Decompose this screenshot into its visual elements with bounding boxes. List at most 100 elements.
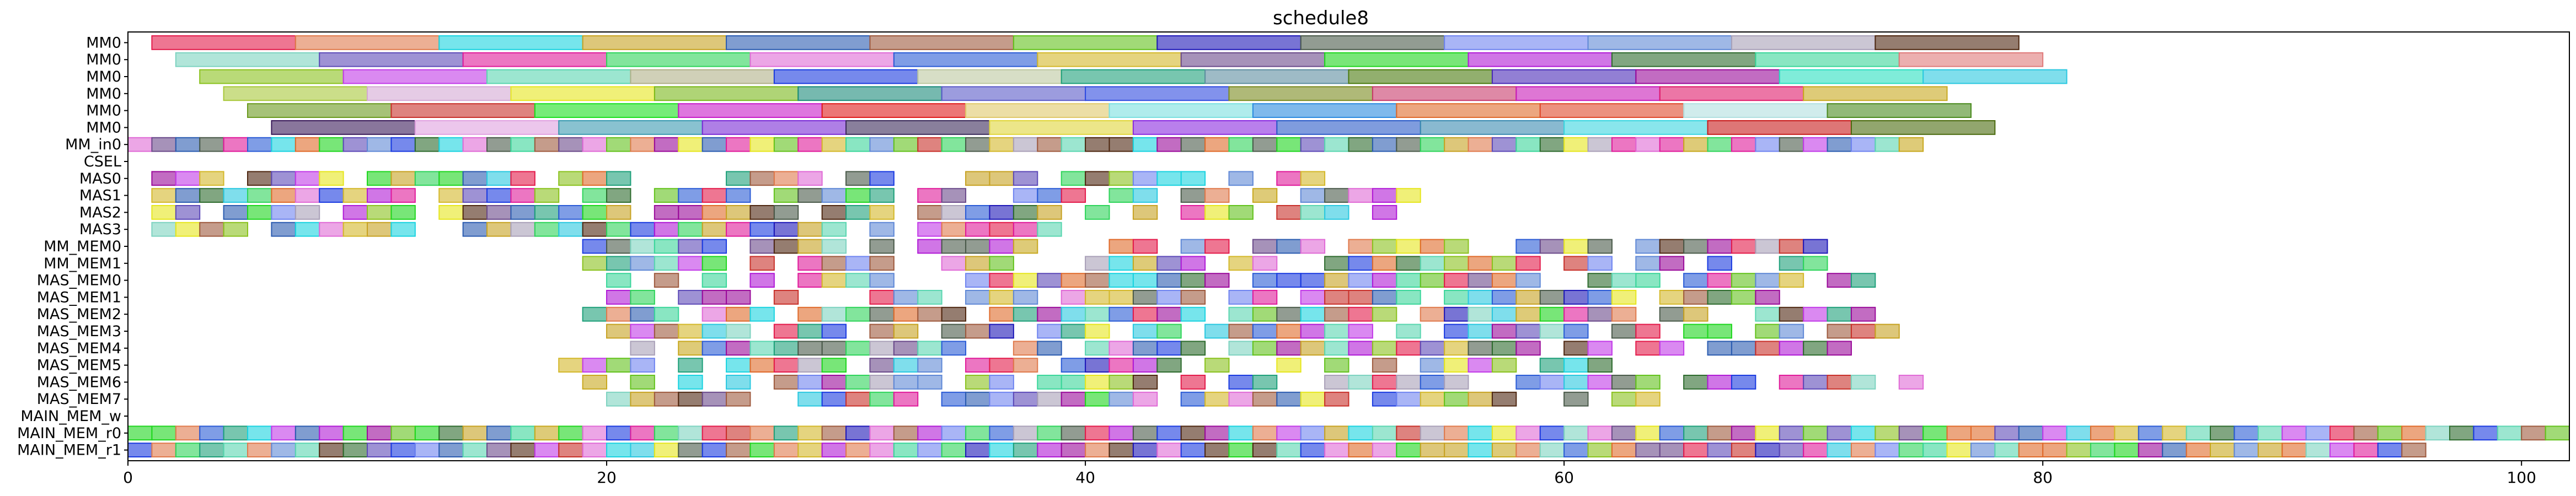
schedule-bar [1515,273,1541,288]
schedule-bar [1755,443,1780,458]
schedule-bar [749,341,775,356]
schedule-bar [1779,375,1804,390]
schedule-bar [773,239,799,254]
schedule-bar [797,188,823,203]
schedule-bar [678,137,703,152]
schedule-bar [726,290,751,305]
schedule-bar [1515,239,1541,254]
schedule-bar [199,137,224,152]
schedule-bar [1875,443,1900,458]
schedule-bar [917,290,942,305]
schedule-bar [127,443,153,458]
schedule-bar [1132,256,1158,271]
schedule-bar [558,137,583,152]
schedule-bar [582,222,608,237]
schedule-bar [1348,306,1373,322]
schedule-bar [1803,86,1948,101]
schedule-bar [2282,425,2307,441]
schedule-bar [1755,239,1780,254]
schedule-bar [1444,324,1469,339]
schedule-bar [1132,391,1158,407]
schedule-bar [1108,256,1134,271]
schedule-bar [1180,239,1206,254]
schedule-bar [1156,358,1182,373]
schedule-bar [606,205,631,220]
schedule-bar [1348,290,1373,305]
schedule-bar [1707,443,1732,458]
schedule-bar [821,425,847,441]
schedule-bar [294,35,440,50]
schedule-bar [606,137,631,152]
schedule-bar [2377,425,2403,441]
schedule-bar [1085,137,1110,152]
schedule-bar [2545,425,2570,441]
schedule-bar [678,188,703,203]
schedule-bar [151,443,176,458]
schedule-bar [965,324,990,339]
schedule-bar [1491,137,1517,152]
schedule-bar [1779,273,1804,288]
schedule-bar [2138,443,2163,458]
schedule-bar [1803,306,1828,322]
schedule-bar [1468,137,1493,152]
schedule-bar [606,425,631,441]
row-label: MAS_MEM2 [37,306,121,323]
schedule-bar [414,120,560,135]
schedule-bar [1420,273,1445,288]
schedule-bar [678,239,703,254]
schedule-bar [1491,425,1517,441]
schedule-bar [1180,443,1206,458]
schedule-bar [2138,425,2163,441]
schedule-bar [1085,391,1110,407]
schedule-bar [1324,137,1349,152]
schedule-bar [630,239,655,254]
x-tick-label: 40 [1075,468,1095,487]
schedule-bar [414,443,440,458]
schedule-bar [965,425,990,441]
schedule-bar [1396,290,1421,305]
schedule-bar [390,103,535,118]
schedule-bar [1827,425,1852,441]
schedule-bar [367,137,392,152]
schedule-bar [701,425,727,441]
schedule-bar [534,425,560,441]
schedule-bar [749,239,775,254]
schedule-bar [582,171,608,186]
schedule-bar [1180,52,1326,67]
schedule-bar [1420,239,1445,254]
schedule-bar [965,375,990,390]
schedule-bar [1515,324,1541,339]
schedule-bar [989,256,1014,271]
schedule-bar [1635,256,1661,271]
schedule-bar [941,425,967,441]
schedule-bar [869,425,895,441]
schedule-bar [749,171,775,186]
schedule-bar [1850,137,1876,152]
schedule-bar [1468,256,1493,271]
schedule-bar [1324,290,1349,305]
schedule-bar [1156,273,1182,288]
schedule-bar [510,222,535,237]
schedule-bar [1922,69,2068,84]
schedule-bar [247,188,272,203]
schedule-bar [1898,52,2044,67]
schedule-bar [1132,358,1158,373]
schedule-bar [1324,358,1349,373]
schedule-bar [1013,358,1038,373]
schedule-bar [869,324,895,339]
schedule-bar [1037,425,1062,441]
schedule-bar [701,256,727,271]
schedule-bar [1587,341,1613,356]
schedule-bar [1683,324,1709,339]
schedule-bar [1515,341,1541,356]
schedule-bar [1779,324,1804,339]
schedule-bar [247,103,392,118]
schedule-bar [2353,443,2379,458]
schedule-bar [1276,324,1302,339]
schedule-bar [1108,375,1134,390]
schedule-bar [1779,137,1804,152]
schedule-bar [438,443,464,458]
schedule-bar [1180,290,1206,305]
schedule-bar [1085,86,1230,101]
schedule-bar [1468,391,1493,407]
